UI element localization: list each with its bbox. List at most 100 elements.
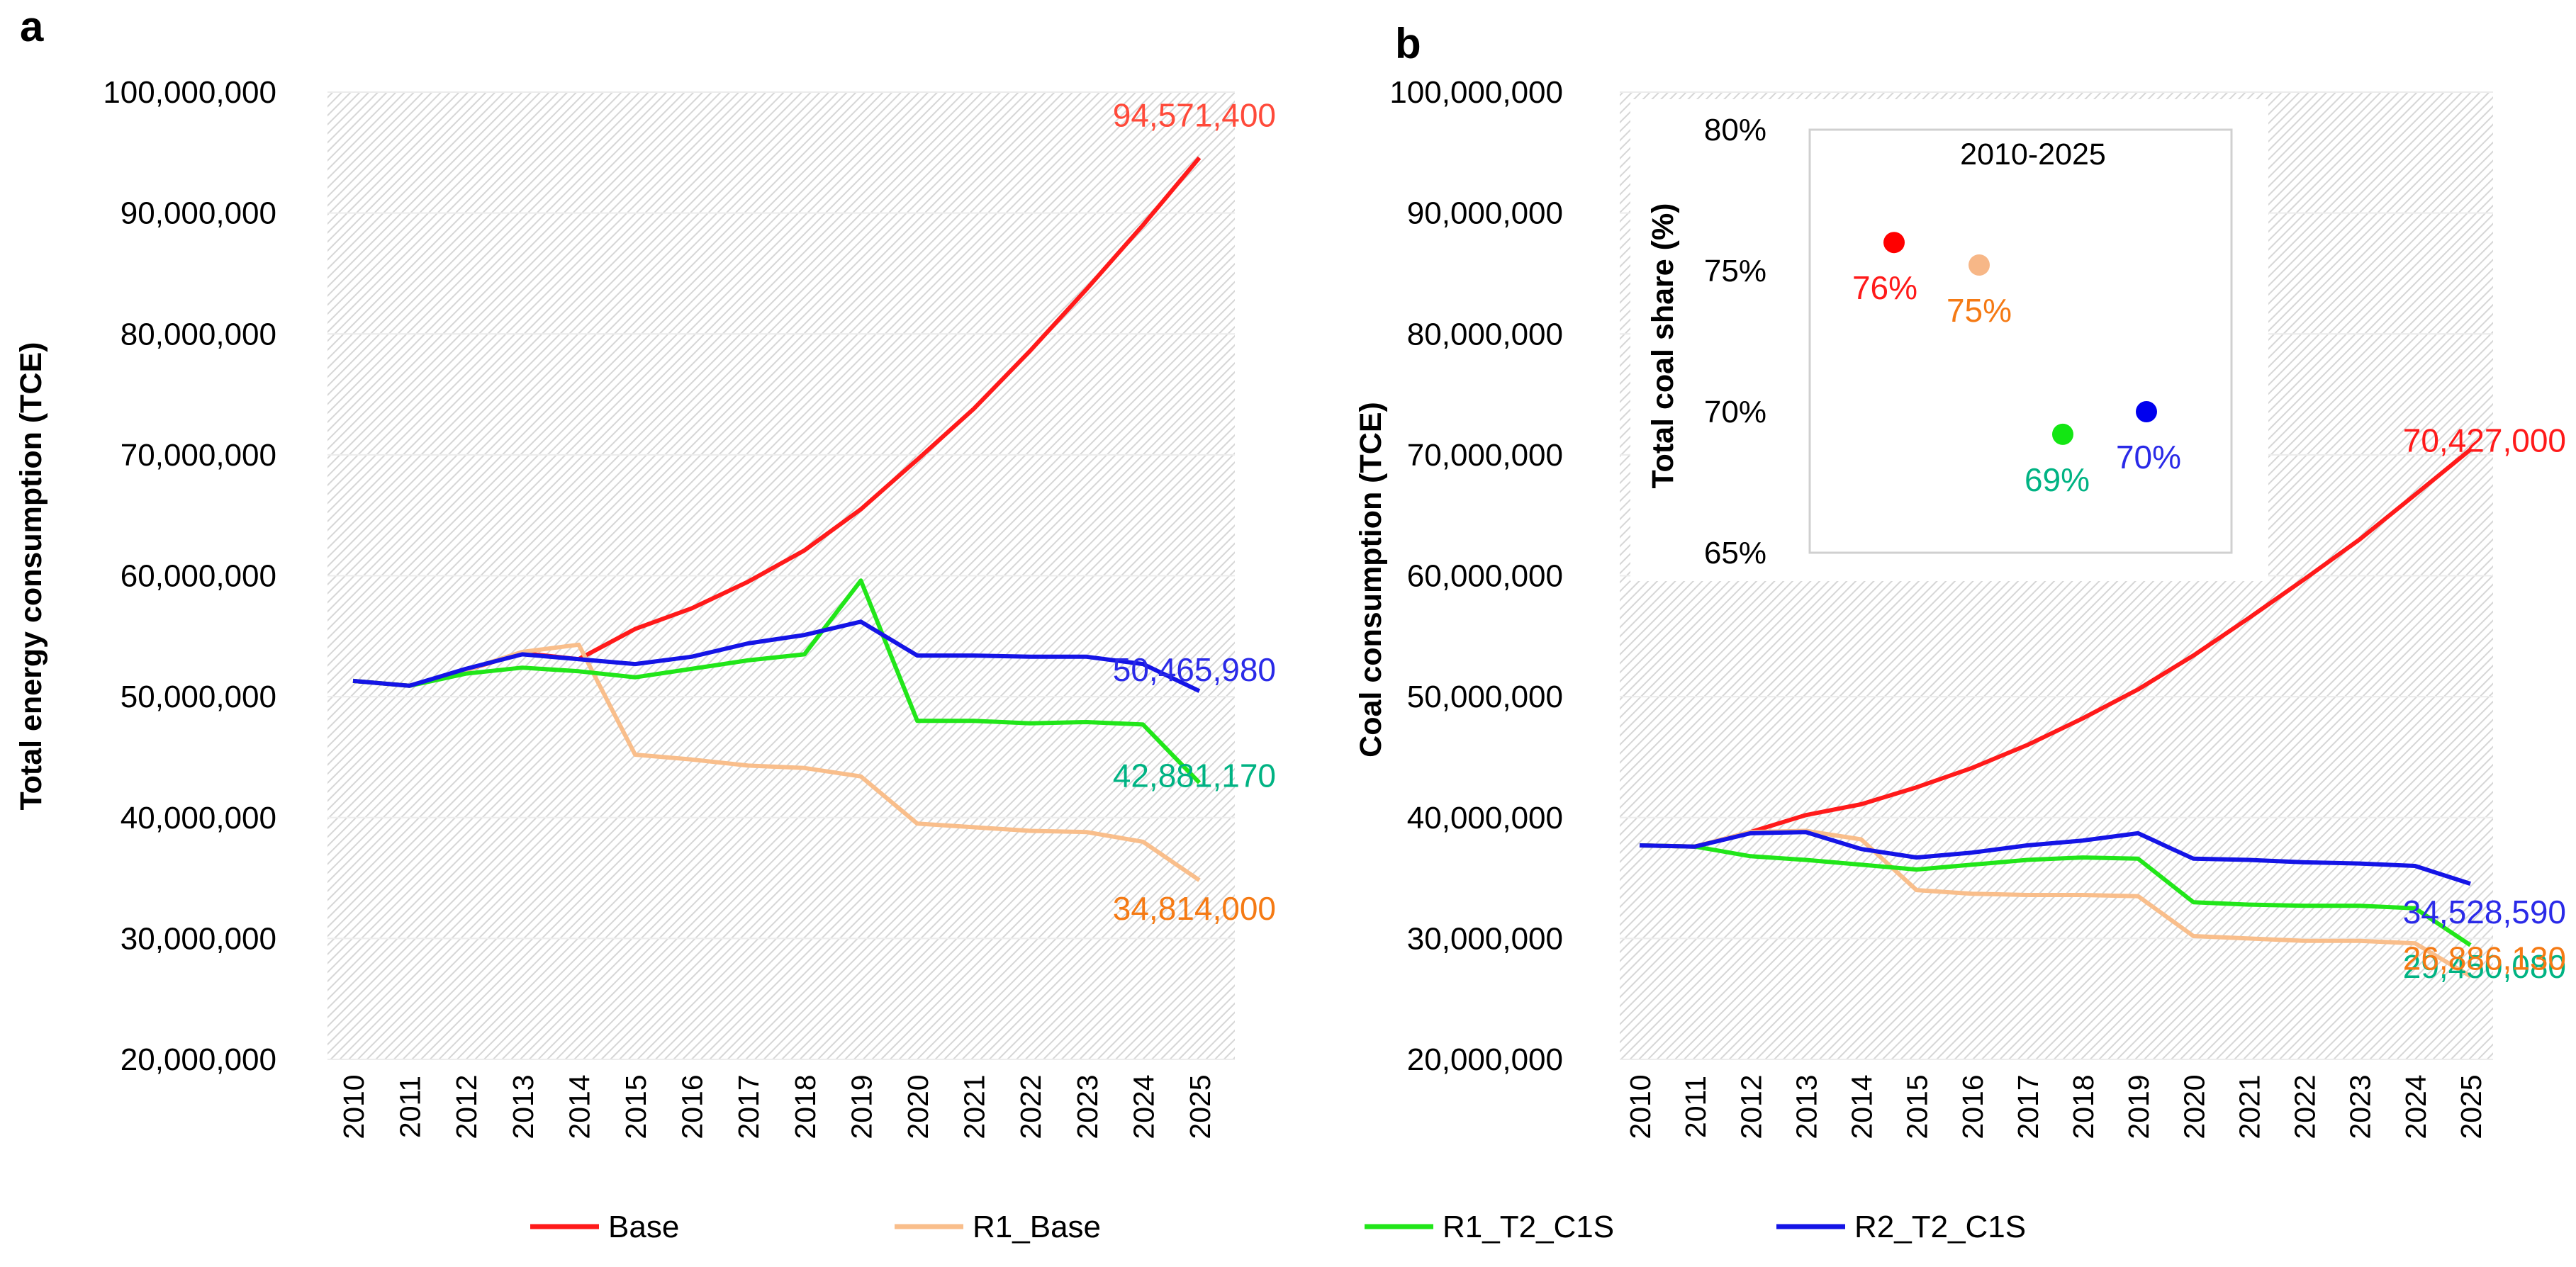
legend-label: R1_T2_C1S: [1443, 1210, 1614, 1244]
x-tick-label: 2011: [1679, 1076, 1712, 1138]
end-value-label: 50,465,980: [1113, 651, 1276, 688]
x-tick-label: 2013: [1790, 1074, 1822, 1139]
end-value-label: 26,886,130: [2403, 940, 2566, 977]
y-tick-label: 60,000,000: [121, 559, 276, 594]
inset-y-ticks: 65% 70% 75% 80%: [1704, 113, 1766, 570]
x-tick-label: 2022: [1014, 1074, 1047, 1139]
panel-label-a: a: [20, 3, 44, 50]
end-value-label: 29,450,080: [2403, 948, 2566, 985]
y-tick-label: 40,000,000: [121, 801, 276, 835]
end-value-label: 70,427,000: [2403, 422, 2566, 459]
x-tick-label: 2011: [394, 1076, 427, 1138]
series-line-r1-t2-c1s: [1639, 843, 2472, 947]
y-ticks-a: 20,000,000 30,000,000 40,000,000 50,000,000…: [103, 75, 276, 1077]
series-line-r2-t2-c1s: [352, 619, 1201, 693]
x-ticks-a: 2010 2011 2012 2013 2014 2015 2016 2017 2018 2019…: [337, 1074, 1216, 1139]
y-tick-label: 90,000,000: [1407, 196, 1563, 231]
legend: Base R1_Base R1_T2_C1S R2_T2_C1S: [530, 1210, 2026, 1244]
x-tick-label: 2018: [2067, 1074, 2100, 1139]
x-tick-label: 2021: [958, 1074, 991, 1139]
legend-label: R1_Base: [973, 1210, 1101, 1244]
y-tick-label: 100,000,000: [1389, 75, 1563, 110]
y-tick-label: 20,000,000: [1407, 1042, 1563, 1077]
x-tick-label: 2025: [2455, 1074, 2487, 1139]
y-axis-title-a: Total energy consumption (TCE): [14, 342, 48, 811]
x-tick-label: 2013: [507, 1074, 539, 1139]
inset-scatter: 2010-2025 Total coal share (%) 65% 70% 75%…: [1630, 99, 2268, 581]
inset-y-tick-label: 70%: [1704, 395, 1766, 429]
inset-title: 2010-2025: [1960, 137, 2106, 171]
x-tick-label: 2018: [789, 1074, 822, 1139]
x-tick-label: 2017: [732, 1074, 765, 1139]
y-tick-label: 80,000,000: [121, 317, 276, 351]
x-tick-label: 2020: [902, 1074, 934, 1139]
x-tick-label: 2015: [620, 1074, 652, 1139]
legend-label: Base: [608, 1210, 679, 1244]
y-tick-label: 30,000,000: [121, 921, 276, 956]
x-tick-label: 2015: [1901, 1074, 1934, 1139]
y-ticks-b: 20,000,000 30,000,000 40,000,000 50,000,000…: [1389, 75, 1563, 1077]
y-tick-label: 30,000,000: [1407, 921, 1563, 956]
x-ticks-b: 2010 2011 2012 2013 2014 2015 2016 2017 2018 2019…: [1624, 1074, 2487, 1139]
y-tick-label: 100,000,000: [103, 75, 276, 110]
x-tick-label: 2010: [337, 1074, 370, 1139]
x-tick-label: 2023: [1071, 1074, 1104, 1139]
end-value-label: 34,814,000: [1113, 890, 1276, 927]
inset-point-r1-t2-c1s: [2052, 423, 2073, 445]
chart-panel-a: a Total energy consumption (TCE) 20,000,…: [14, 3, 1276, 1139]
x-tick-label: 2017: [2012, 1074, 2044, 1139]
series-lines-a: [352, 156, 1202, 882]
x-tick-label: 2019: [845, 1074, 878, 1139]
chart-panel-b: b Coal consumption (TCE) 20,000,000 30,00…: [1354, 20, 2566, 1139]
x-tick-label: 2016: [676, 1074, 709, 1139]
x-tick-label: 2012: [450, 1074, 483, 1139]
y-tick-label: 40,000,000: [1407, 801, 1563, 835]
inset-points: 76% 75% 69% 70%: [1852, 232, 2181, 498]
y-axis-title-b: Coal consumption (TCE): [1354, 402, 1388, 758]
series-line-base: [1639, 448, 2472, 849]
x-tick-label: 2024: [2399, 1074, 2432, 1139]
inset-point-label: 70%: [2116, 439, 2181, 475]
end-value-label: 34,528,590: [2403, 894, 2566, 930]
end-value-label: 94,571,400: [1113, 97, 1276, 134]
x-tick-label: 2025: [1184, 1074, 1216, 1139]
inset-y-tick-label: 65%: [1704, 536, 1766, 570]
inset-point-label: 75%: [1947, 292, 2012, 329]
y-tick-label: 60,000,000: [1407, 559, 1563, 594]
inset-y-axis-title: Total coal share (%): [1646, 203, 1680, 488]
x-tick-label: 2012: [1735, 1074, 1767, 1139]
y-tick-label: 50,000,000: [1407, 680, 1563, 714]
y-tick-label: 90,000,000: [121, 196, 276, 231]
x-tick-label: 2016: [1956, 1074, 1989, 1139]
inset-point-r1-base: [1969, 254, 1990, 276]
inset-y-tick-label: 80%: [1704, 113, 1766, 147]
series-line-r1-t2-c1s: [352, 578, 1202, 784]
inset-point-r2-t2-c1s: [2136, 401, 2157, 422]
y-tick-label: 50,000,000: [121, 680, 276, 714]
y-tick-label: 70,000,000: [121, 438, 276, 473]
legend-label: R2_T2_C1S: [1854, 1210, 2026, 1244]
panel-label-b: b: [1395, 20, 1421, 67]
inset-point-label: 76%: [1852, 269, 1917, 306]
series-lines-b: [1639, 448, 2472, 979]
x-tick-label: 2020: [2178, 1074, 2210, 1139]
end-labels-a: 94,571,400 50,465,980 42,881,170 34,814,000: [1113, 97, 1276, 928]
x-tick-label: 2023: [2344, 1074, 2377, 1139]
x-tick-label: 2019: [2122, 1074, 2155, 1139]
x-tick-label: 2024: [1127, 1074, 1160, 1139]
x-tick-label: 2010: [1624, 1074, 1657, 1139]
inset-point-base: [1883, 232, 1905, 254]
inset-y-tick-label: 75%: [1704, 254, 1766, 288]
y-tick-label: 80,000,000: [1407, 317, 1563, 351]
inset-point-label: 69%: [2025, 461, 2090, 498]
y-tick-label: 70,000,000: [1407, 438, 1563, 473]
x-tick-label: 2021: [2233, 1074, 2266, 1139]
x-tick-label: 2014: [563, 1074, 595, 1139]
y-tick-label: 20,000,000: [121, 1042, 276, 1077]
end-value-label: 42,881,170: [1113, 758, 1276, 794]
x-tick-label: 2022: [2289, 1074, 2322, 1139]
gridlines-a: [327, 91, 1235, 1060]
inset-plot-frame: [1808, 128, 2233, 554]
